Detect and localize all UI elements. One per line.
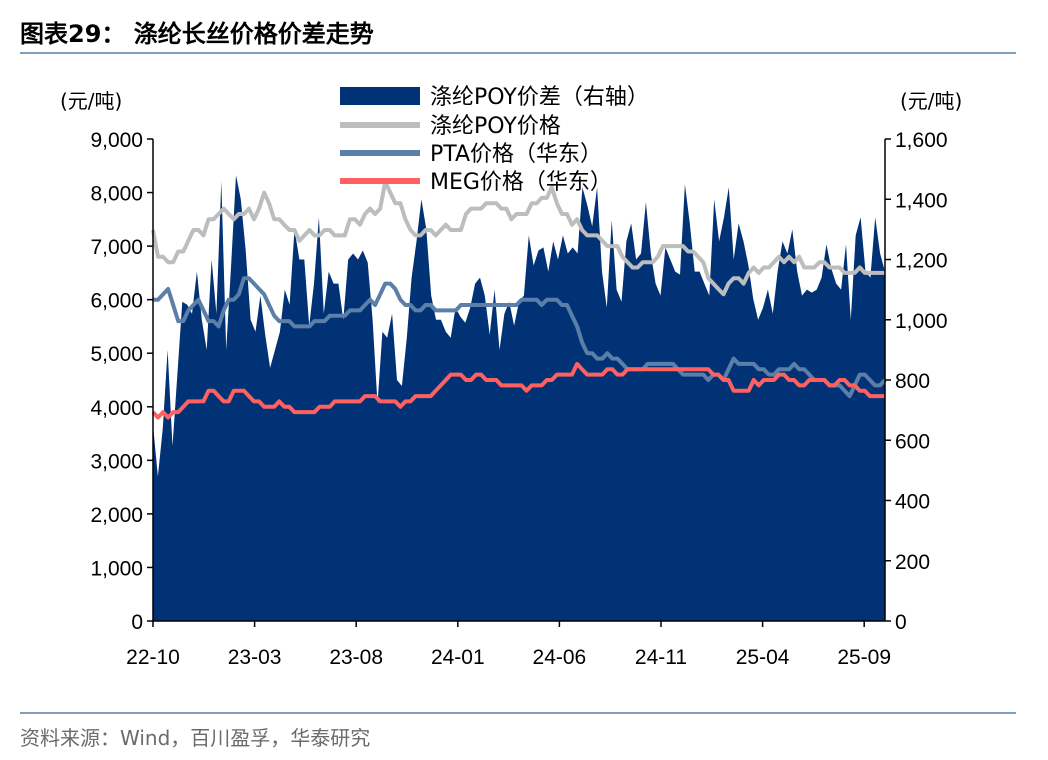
legend-label-meg: MEG价格（华东） (430, 170, 612, 195)
x-tick-label: 24-01 (431, 646, 485, 669)
right-tick-label: 1,400 (895, 189, 948, 212)
left-tick-label: 4,000 (90, 397, 143, 420)
series-area-poy-spread (153, 175, 885, 621)
figure-title: 图表29： 涤纶长丝价格价差走势 (20, 20, 374, 48)
left-tick-label: 9,000 (90, 129, 143, 152)
right-axis-unit: (元/吨) (900, 89, 962, 113)
x-tick-label: 23-08 (329, 646, 383, 669)
right-tick-label: 600 (895, 430, 930, 453)
left-tick-label: 8,000 (90, 183, 143, 206)
x-tick-label: 25-04 (736, 646, 790, 669)
series-line-pta (153, 276, 887, 399)
source-note: 资料来源：Wind，百川盈孚，华泰研究 (20, 726, 371, 750)
right-tick-label: 400 (895, 491, 930, 514)
x-tick-label: 24-11 (635, 646, 687, 669)
right-tick-label: 200 (895, 551, 930, 574)
x-tick-label: 25-09 (837, 646, 891, 669)
series-line-poy (151, 179, 885, 297)
bottom-divider (20, 712, 1016, 714)
right-tick-label: 0 (895, 611, 907, 634)
axes-layer: 0 1,000 2,000 3,000 4,000 5,000 6,000 7,000 8,00… (90, 129, 947, 669)
price-lines-layer (151, 179, 887, 420)
legend-label-poy: 涤纶POY价格 (430, 114, 561, 139)
right-tick-label: 1,000 (895, 310, 948, 333)
top-divider (20, 52, 1016, 54)
x-tick-label: 22-10 (126, 646, 180, 669)
legend-label-pta: PTA价格（华东） (430, 142, 602, 167)
left-axis-unit: (元/吨) (60, 89, 122, 113)
legend-swatch-spread (340, 87, 420, 105)
x-tick-label: 24-06 (533, 646, 587, 669)
right-tick-label: 800 (895, 370, 930, 393)
left-tick-label: 7,000 (90, 236, 143, 259)
legend: 涤纶POY价差（右轴） 涤纶POY价格 PTA价格（华东） MEG价格（华东） (340, 85, 649, 195)
left-tick-label: 5,000 (90, 343, 143, 366)
right-tick-label: 1,600 (895, 129, 948, 152)
left-tick-label: 6,000 (90, 290, 143, 313)
left-tick-label: 1,000 (90, 557, 143, 580)
right-tick-label: 1,200 (895, 250, 948, 273)
spread-area-layer (153, 175, 885, 621)
x-tick-label: 23-03 (228, 646, 282, 669)
left-tick-label: 0 (131, 611, 143, 634)
series-line-meg (151, 361, 885, 420)
left-tick-label: 3,000 (90, 450, 143, 473)
legend-label-spread: 涤纶POY价差（右轴） (430, 85, 649, 110)
left-tick-label: 2,000 (90, 504, 143, 527)
